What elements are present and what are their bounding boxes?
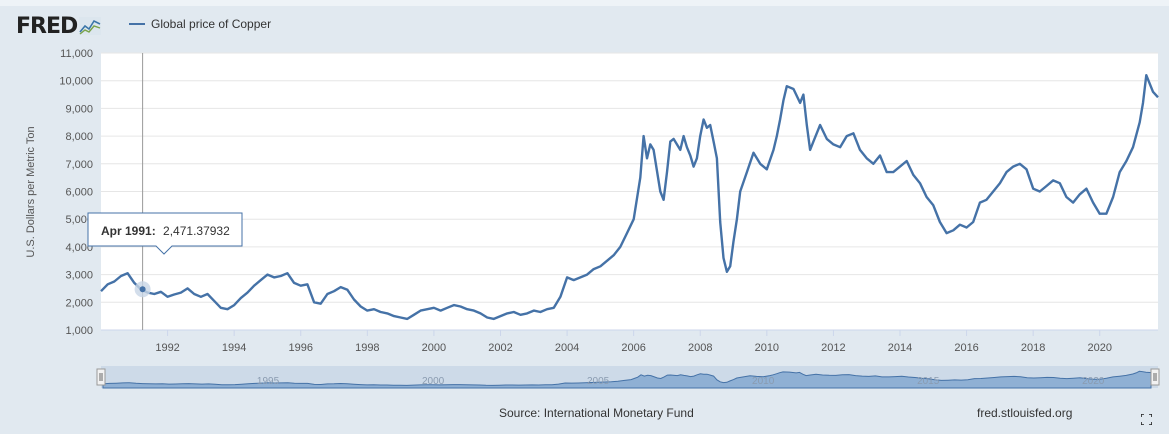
navigator-handle-right[interactable]: [1150, 368, 1160, 386]
x-tick-label: 2008: [688, 342, 712, 354]
chart-legend[interactable]: Global price of Copper: [129, 17, 271, 31]
tooltip: Apr 1991: 2,471.37932: [87, 212, 243, 255]
x-tick-label: 2016: [954, 342, 978, 354]
fullscreen-icon[interactable]: [1141, 414, 1152, 425]
top-strip: [0, 0, 1169, 6]
legend-swatch: [129, 23, 145, 25]
navigator[interactable]: 1995 2000 2005 2010 2015 2020: [96, 366, 1160, 389]
y-tick-label: 4,000: [65, 242, 93, 254]
y-axis-label: U.S. Dollars per Metric Ton: [25, 126, 37, 257]
series-line-copper: [100, 74, 1159, 321]
navigator-handle-left[interactable]: [96, 368, 106, 386]
fred-logo-text: FRED: [16, 13, 78, 39]
x-tick-label: 2006: [621, 342, 645, 354]
y-tick-label: 7,000: [65, 159, 93, 171]
y-tick-label: 9,000: [65, 103, 93, 115]
fred-graph-icon: [79, 17, 102, 35]
x-tick-label: 2000: [422, 342, 446, 354]
y-tick-label: 1,000: [65, 325, 93, 337]
x-tick-label: 2014: [888, 342, 912, 354]
source-credit: Source: International Monetary Fund: [499, 406, 694, 420]
x-tick-label: 1998: [355, 342, 379, 354]
x-tick-label: 2018: [1021, 342, 1045, 354]
y-tick-label: 5,000: [65, 214, 93, 226]
x-tick-label: 1992: [155, 342, 179, 354]
x-tick-label: 2020: [1087, 342, 1111, 354]
navigator-label: 2000: [422, 376, 445, 387]
y-tick-label: 2,000: [65, 297, 93, 309]
y-tick-label: 11,000: [60, 48, 93, 60]
navigator-series: [102, 370, 1152, 389]
tooltip-value: 2,471.37932: [163, 224, 230, 238]
x-tick-label: 2010: [755, 342, 779, 354]
x-tick-label: 1994: [222, 342, 246, 354]
navigator-label: 1995: [257, 376, 280, 387]
site-url[interactable]: fred.stlouisfed.org: [977, 406, 1073, 420]
fred-logo[interactable]: FRED: [16, 12, 102, 40]
navigator-label: 2015: [917, 376, 940, 387]
x-tick-label: 2004: [555, 342, 579, 354]
y-tick-label: 8,000: [65, 131, 93, 143]
navigator-label: 2005: [587, 376, 610, 387]
svg-text:Apr 1991: 2,471.37932: Apr 1991: 2,471.37932: [101, 224, 230, 238]
y-tick-label: 10,000: [59, 76, 93, 88]
y-tick-label: 3,000: [65, 270, 93, 282]
navigator-label: 2010: [752, 376, 775, 387]
x-tick-label: 2002: [488, 342, 512, 354]
y-tick-label: 6,000: [65, 187, 93, 199]
navigator-label: 2020: [1082, 376, 1105, 387]
legend-series-name: Global price of Copper: [151, 17, 272, 31]
tooltip-date: Apr 1991:: [101, 224, 156, 238]
x-tick-label: 1996: [289, 342, 313, 354]
x-tick-label: 2012: [821, 342, 845, 354]
hover-point: [139, 286, 146, 293]
